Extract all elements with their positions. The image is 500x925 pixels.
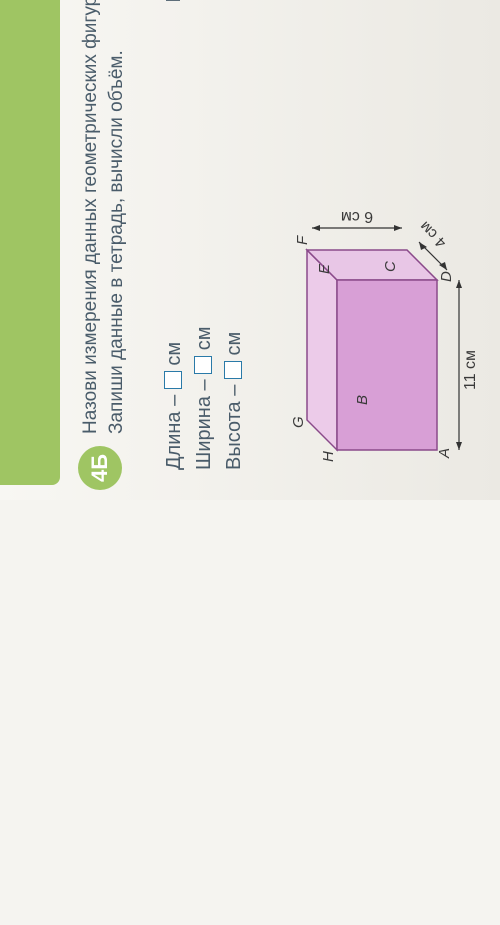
- header-band: [0, 0, 60, 485]
- task-row: 4Б Назови измерения данных геометрически…: [78, 0, 129, 500]
- task-text: Назови измерения данных геометрических ф…: [78, 0, 129, 434]
- height-unit: см: [223, 332, 245, 356]
- width-label: Ширина –: [193, 374, 215, 470]
- task-line-1: Назови измерения данных геометрических ф…: [80, 0, 101, 434]
- cube-label-row: Куб с ребром – см: [159, 0, 189, 3]
- vertex-G: G: [290, 416, 307, 428]
- length-input-box[interactable]: [164, 371, 182, 389]
- task-badge: 4Б: [78, 446, 122, 490]
- prism-figure: A B C D E F G H 11 см: [267, 73, 492, 471]
- vertex-C: C: [382, 261, 399, 272]
- height-input-box[interactable]: [224, 361, 242, 379]
- width-input-box[interactable]: [194, 356, 212, 374]
- badge-text: 4Б: [87, 454, 113, 482]
- width-row: Ширина – см: [189, 73, 219, 471]
- height-row: Высота – см: [219, 73, 249, 471]
- cube-label: Куб с ребром –: [163, 0, 185, 3]
- cube-figure: K L M N P Q R S 4 см 4: [249, 0, 464, 3]
- vertex-H: H: [320, 451, 337, 462]
- right-column: Куб с ребром – см K: [159, 0, 492, 3]
- vertex-F: F: [294, 235, 311, 245]
- length-unit: см: [163, 342, 185, 366]
- content: Длина – см Ширина – см Высота – см: [139, 0, 500, 500]
- length-label: Длина –: [163, 389, 185, 470]
- task-line-2: Запиши данные в тетрадь, вычисли объём.: [106, 50, 127, 434]
- width-unit: см: [193, 326, 215, 350]
- prism-svg: A B C D E F G H 11 см: [267, 150, 487, 470]
- length-row: Длина – см: [159, 73, 189, 471]
- dimension-labels: Длина – см Ширина – см Высота – см: [159, 73, 249, 471]
- left-column: Длина – см Ширина – см Высота – см: [159, 73, 492, 471]
- vertex-E: E: [316, 263, 333, 274]
- vertex-B: B: [354, 395, 371, 405]
- dim-height: 6 см: [341, 208, 373, 225]
- dim-bottom: 11 см: [462, 350, 479, 390]
- page: 4Б Назови измерения данных геометрически…: [0, 0, 500, 500]
- cube-svg: K L M N P Q R S 4 см 4: [249, 0, 459, 3]
- vertex-A: A: [436, 448, 453, 459]
- height-label: Высота –: [223, 379, 245, 470]
- vertex-D: D: [438, 271, 455, 282]
